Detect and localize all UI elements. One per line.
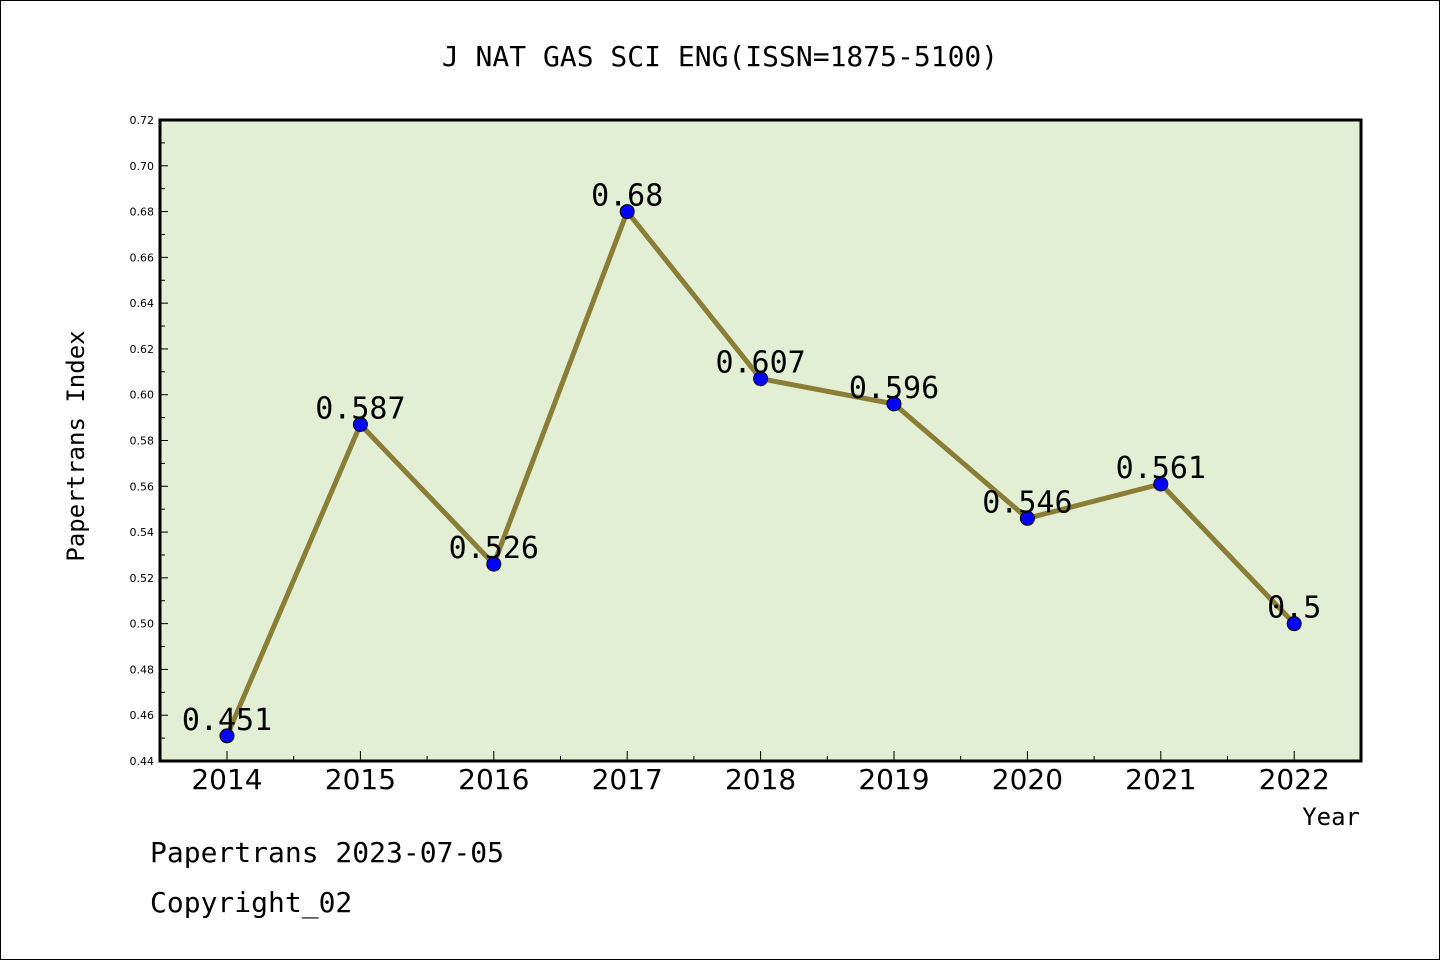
footer-date: Papertrans 2023-07-05 [150, 836, 505, 869]
x-tick-label: 2015 [325, 763, 396, 796]
x-tick-label: 2017 [592, 763, 663, 796]
x-tick-label: 2019 [858, 763, 929, 796]
x-tick-label: 2014 [191, 763, 262, 796]
y-tick-label: 0.62 [130, 343, 155, 356]
data-point [352, 416, 368, 432]
data-label: 0.596 [849, 371, 939, 406]
x-tick-label: 2018 [725, 763, 796, 796]
x-axis: 2014 2015 2016 2017 2018 2019 2020 2021 2022 [191, 751, 1330, 796]
x-tick-label: 2022 [1259, 763, 1330, 796]
data-label: 0.68 [591, 179, 663, 214]
data-label: 0.526 [449, 531, 539, 566]
y-tick-label: 0.60 [130, 389, 155, 402]
y-tick-label: 0.58 [130, 435, 155, 448]
data-label: 0.5 [1267, 591, 1321, 626]
y-tick-label: 0.56 [130, 480, 155, 493]
x-tick-label: 2020 [992, 763, 1063, 796]
data-label: 0.561 [1116, 451, 1206, 486]
y-tick-label: 0.44 [130, 755, 155, 768]
y-tick-label: 0.50 [130, 618, 155, 631]
data-label: 0.451 [182, 703, 272, 738]
data-label: 0.546 [982, 485, 1072, 520]
y-tick-label: 0.48 [130, 663, 155, 676]
footer-copyright: Copyright_02 [150, 886, 353, 919]
data-point [1019, 510, 1035, 526]
data-label: 0.587 [315, 391, 405, 426]
y-tick-label: 0.64 [130, 297, 155, 310]
series-layer: 0.451 0.587 0.526 0.68 0.607 0.596 0.546 0.561 0… [182, 179, 1321, 744]
data-point [619, 204, 635, 220]
y-tick-label: 0.46 [130, 709, 155, 722]
y-tick-label: 0.54 [130, 526, 155, 539]
data-label: 0.607 [715, 346, 805, 381]
data-point [886, 396, 902, 412]
x-tick-label: 2016 [458, 763, 529, 796]
y-tick-label: 0.70 [130, 160, 155, 173]
x-tick-label: 2021 [1125, 763, 1196, 796]
data-point [486, 556, 502, 572]
x-axis-label: Year [1302, 803, 1360, 831]
plot-area [160, 120, 1361, 761]
chart-title: J NAT GAS SCI ENG(ISSN=1875-5100) [442, 40, 998, 73]
y-tick-label: 0.72 [130, 114, 155, 127]
y-tick-label: 0.66 [130, 251, 155, 264]
y-tick-label: 0.68 [130, 206, 155, 219]
data-point [1153, 476, 1169, 492]
plot-border [158, 118, 1363, 763]
y-tick-label: 0.52 [130, 572, 155, 585]
data-point [219, 728, 235, 744]
data-point [753, 371, 769, 387]
y-axis-label: Papertrans Index [62, 330, 90, 561]
data-point [1286, 616, 1302, 632]
